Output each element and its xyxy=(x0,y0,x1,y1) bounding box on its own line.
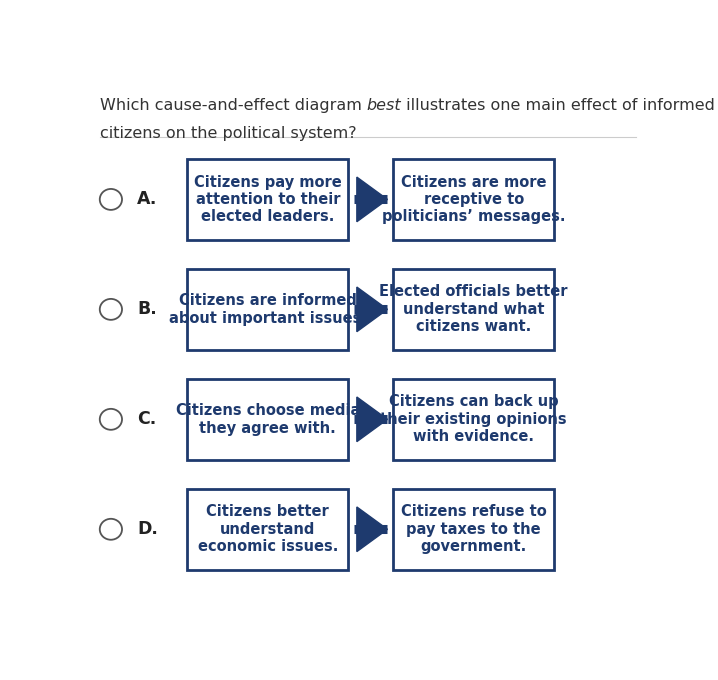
FancyBboxPatch shape xyxy=(393,379,554,460)
Text: citizens on the political system?: citizens on the political system? xyxy=(100,126,356,141)
Polygon shape xyxy=(357,397,388,441)
FancyBboxPatch shape xyxy=(187,269,348,350)
Text: Citizens refuse to
pay taxes to the
government.: Citizens refuse to pay taxes to the gove… xyxy=(401,505,546,554)
FancyBboxPatch shape xyxy=(187,489,348,570)
Text: best: best xyxy=(367,99,401,114)
Polygon shape xyxy=(357,507,388,551)
FancyBboxPatch shape xyxy=(393,489,554,570)
Text: Citizens pay more
attention to their
elected leaders.: Citizens pay more attention to their ele… xyxy=(194,175,342,224)
FancyBboxPatch shape xyxy=(393,159,554,240)
Text: Citizens are informed
about important issues.: Citizens are informed about important is… xyxy=(169,293,367,326)
Text: Citizens are more
receptive to
politicians’ messages.: Citizens are more receptive to politicia… xyxy=(382,175,566,224)
FancyBboxPatch shape xyxy=(187,379,348,460)
Text: D.: D. xyxy=(137,520,158,539)
Text: A.: A. xyxy=(137,190,157,208)
Text: Citizens can back up
their existing opinions
with evidence.: Citizens can back up their existing opin… xyxy=(381,394,567,444)
Text: C.: C. xyxy=(137,410,157,428)
Text: Elected officials better
understand what
citizens want.: Elected officials better understand what… xyxy=(379,284,568,335)
Text: B.: B. xyxy=(137,301,157,318)
Text: Which cause-and-effect diagram: Which cause-and-effect diagram xyxy=(100,99,367,114)
FancyBboxPatch shape xyxy=(393,269,554,350)
FancyBboxPatch shape xyxy=(187,159,348,240)
Polygon shape xyxy=(357,287,388,332)
Text: Citizens choose media
they agree with.: Citizens choose media they agree with. xyxy=(176,403,360,435)
Text: illustrates one main effect of informed: illustrates one main effect of informed xyxy=(401,99,715,114)
Polygon shape xyxy=(357,177,388,222)
Text: Citizens better
understand
economic issues.: Citizens better understand economic issu… xyxy=(197,505,338,554)
